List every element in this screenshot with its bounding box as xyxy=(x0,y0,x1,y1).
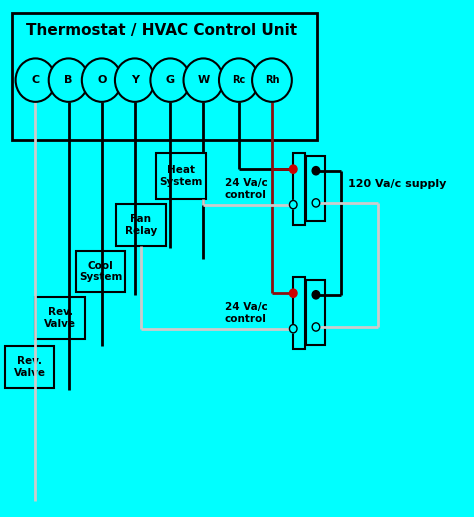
Circle shape xyxy=(82,58,121,102)
Text: Rc: Rc xyxy=(232,75,246,85)
Text: B: B xyxy=(64,75,73,85)
Circle shape xyxy=(290,165,297,173)
Text: Rev.
Valve: Rev. Valve xyxy=(44,307,76,329)
Circle shape xyxy=(312,199,320,207)
Circle shape xyxy=(290,325,297,333)
Circle shape xyxy=(312,291,320,299)
Bar xyxy=(307,280,326,345)
Text: Fan
Relay: Fan Relay xyxy=(125,214,157,236)
Circle shape xyxy=(16,58,55,102)
Bar xyxy=(307,156,326,221)
Bar xyxy=(36,297,85,339)
Text: Rh: Rh xyxy=(264,75,279,85)
Circle shape xyxy=(312,166,320,175)
Text: Y: Y xyxy=(131,75,139,85)
Text: Heat
System: Heat System xyxy=(159,165,202,187)
Bar xyxy=(116,204,165,246)
Circle shape xyxy=(115,58,155,102)
Circle shape xyxy=(290,201,297,209)
Bar xyxy=(5,346,55,388)
Bar xyxy=(12,13,317,140)
Bar xyxy=(76,251,125,292)
Circle shape xyxy=(312,323,320,331)
Circle shape xyxy=(183,58,223,102)
Circle shape xyxy=(290,325,297,333)
Bar xyxy=(156,153,206,199)
Text: 120 Va/c supply: 120 Va/c supply xyxy=(347,178,446,189)
Circle shape xyxy=(312,323,320,331)
Text: Rev.
Valve: Rev. Valve xyxy=(14,356,46,378)
Text: W: W xyxy=(197,75,210,85)
Circle shape xyxy=(49,58,89,102)
Bar xyxy=(293,153,305,225)
Circle shape xyxy=(312,199,320,207)
Circle shape xyxy=(252,58,292,102)
Circle shape xyxy=(290,201,297,209)
Text: Thermostat / HVAC Control Unit: Thermostat / HVAC Control Unit xyxy=(26,23,297,38)
Text: Cool
System: Cool System xyxy=(79,261,122,282)
Circle shape xyxy=(219,58,259,102)
Text: 24 Va/c
control: 24 Va/c control xyxy=(225,302,267,324)
Text: 24 Va/c
control: 24 Va/c control xyxy=(225,178,267,200)
Circle shape xyxy=(290,289,297,297)
Text: C: C xyxy=(31,75,39,85)
Text: G: G xyxy=(166,75,175,85)
Text: O: O xyxy=(97,75,106,85)
Bar xyxy=(293,277,305,349)
Circle shape xyxy=(150,58,190,102)
